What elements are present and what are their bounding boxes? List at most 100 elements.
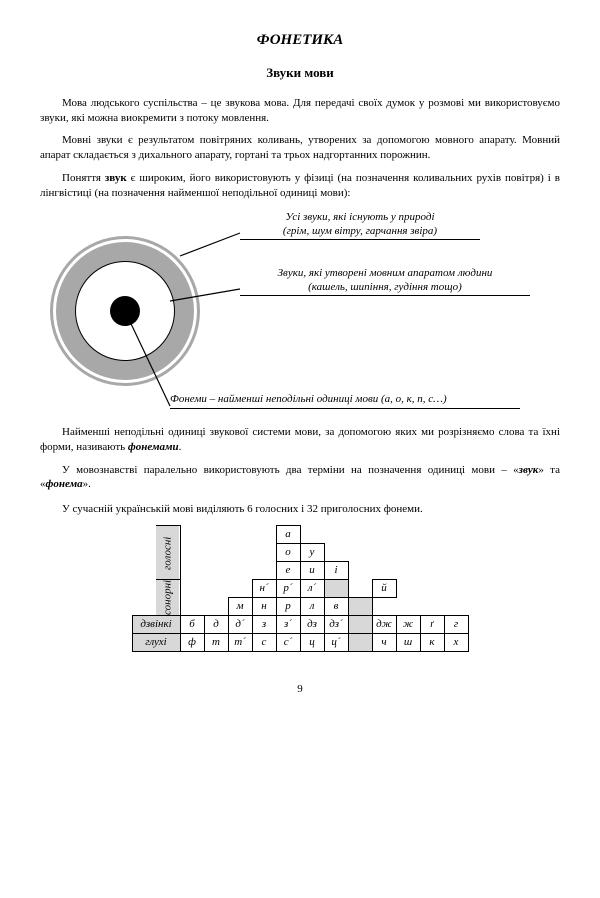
phoneme-cell: дж bbox=[372, 616, 396, 634]
phoneme-cell bbox=[180, 580, 204, 598]
phoneme-cell bbox=[372, 562, 396, 580]
table-row: еиі bbox=[132, 562, 468, 580]
phoneme-cell: ш bbox=[396, 634, 420, 652]
phoneme-cell bbox=[444, 598, 468, 616]
phoneme-cell: л´ bbox=[300, 580, 324, 598]
phoneme-cell: ф bbox=[180, 634, 204, 652]
page-number: 9 bbox=[40, 682, 560, 697]
phoneme-cell: л bbox=[300, 598, 324, 616]
annotation-middle: Звуки, які утворені мовним апаратом люди… bbox=[240, 267, 530, 297]
phoneme-cell bbox=[228, 562, 252, 580]
phoneme-cell: с bbox=[252, 634, 276, 652]
phoneme-cell bbox=[228, 544, 252, 562]
phoneme-cell: з bbox=[252, 616, 276, 634]
phoneme-cell: ґ bbox=[420, 616, 444, 634]
phoneme-cell: у bbox=[300, 544, 324, 562]
phoneme-cell bbox=[180, 562, 204, 580]
phoneme-cell bbox=[180, 544, 204, 562]
phoneme-cell bbox=[396, 544, 420, 562]
table-row: дзвінкібдд´зз´дздз´джжґг bbox=[132, 616, 468, 634]
label-vowels: голосні bbox=[156, 526, 180, 580]
phoneme-cell: з´ bbox=[276, 616, 300, 634]
label-deaf: глухі bbox=[132, 634, 180, 652]
subtitle: Звуки мови bbox=[40, 64, 560, 82]
phoneme-cell: р´ bbox=[276, 580, 300, 598]
phoneme-cell: т bbox=[204, 634, 228, 652]
phoneme-cell: в bbox=[324, 598, 348, 616]
table-row: сонорнін´р´л´й bbox=[132, 580, 468, 598]
phoneme-cell bbox=[204, 526, 228, 544]
paragraph-5: У мовознавстві паралельно використовують… bbox=[40, 463, 560, 493]
table-row: мнрлв bbox=[132, 598, 468, 616]
phoneme-cell bbox=[348, 580, 372, 598]
phoneme-cell: р bbox=[276, 598, 300, 616]
table-row: глухіфтт´сс´цц´чшкх bbox=[132, 634, 468, 652]
phoneme-cell bbox=[324, 580, 348, 598]
label-sonorant: сонорні bbox=[156, 580, 180, 616]
phoneme-cell bbox=[348, 562, 372, 580]
phoneme-cell bbox=[444, 562, 468, 580]
phoneme-cell bbox=[228, 580, 252, 598]
paragraph-2: Мовні звуки є результатом повітряних кол… bbox=[40, 133, 560, 163]
phoneme-cell: х bbox=[444, 634, 468, 652]
label-voiced: дзвінкі bbox=[132, 616, 180, 634]
table-row: голосніа bbox=[132, 526, 468, 544]
phoneme-cell: ц bbox=[300, 634, 324, 652]
phoneme-cell: дз bbox=[300, 616, 324, 634]
phoneme-cell bbox=[420, 580, 444, 598]
phoneme-cell: н´ bbox=[252, 580, 276, 598]
phoneme-cell: б bbox=[180, 616, 204, 634]
phoneme-cell bbox=[204, 580, 228, 598]
phoneme-cell: а bbox=[276, 526, 300, 544]
phoneme-cell bbox=[396, 580, 420, 598]
annotation-outer: Усі звуки, які існують у природі (грім, … bbox=[240, 211, 480, 241]
phoneme-cell: с´ bbox=[276, 634, 300, 652]
annotation-inner: Фонеми – найменші неподільні одиниці мов… bbox=[170, 393, 520, 409]
phoneme-cell bbox=[324, 544, 348, 562]
paragraph-3: Поняття звук є широким, його використову… bbox=[40, 171, 560, 201]
main-title: ФОНЕТИКА bbox=[40, 30, 560, 50]
phoneme-cell bbox=[444, 544, 468, 562]
phoneme-cell bbox=[252, 526, 276, 544]
phoneme-cell bbox=[348, 544, 372, 562]
phoneme-cell bbox=[300, 526, 324, 544]
paragraph-4: Найменші неподільні одиниці звукової сис… bbox=[40, 425, 560, 455]
phoneme-cell: дз´ bbox=[324, 616, 348, 634]
phoneme-cell bbox=[348, 526, 372, 544]
phoneme-cell: д´ bbox=[228, 616, 252, 634]
phoneme-cell bbox=[420, 598, 444, 616]
phoneme-cell bbox=[372, 598, 396, 616]
phoneme-cell bbox=[420, 544, 444, 562]
phoneme-cell bbox=[180, 526, 204, 544]
phoneme-cell bbox=[420, 526, 444, 544]
phoneme-cell bbox=[420, 562, 444, 580]
phoneme-cell bbox=[372, 526, 396, 544]
phoneme-cell bbox=[348, 634, 372, 652]
diagram-connectors bbox=[40, 211, 560, 411]
phoneme-cell bbox=[204, 544, 228, 562]
phoneme-cell bbox=[180, 598, 204, 616]
sounds-diagram: Усі звуки, які існують у природі (грім, … bbox=[40, 211, 560, 411]
phoneme-cell bbox=[252, 562, 276, 580]
phoneme-cell bbox=[444, 526, 468, 544]
phoneme-cell: і bbox=[324, 562, 348, 580]
phoneme-cell: ч bbox=[372, 634, 396, 652]
phoneme-cell: й bbox=[372, 580, 396, 598]
paragraph-6: У сучасній українській мові виділяють 6 … bbox=[40, 502, 560, 517]
phoneme-cell: о bbox=[276, 544, 300, 562]
phoneme-cell bbox=[204, 598, 228, 616]
phoneme-cell bbox=[396, 598, 420, 616]
phoneme-cell bbox=[444, 580, 468, 598]
phoneme-cell: т´ bbox=[228, 634, 252, 652]
phoneme-cell bbox=[348, 598, 372, 616]
phoneme-cell bbox=[396, 526, 420, 544]
phoneme-cell bbox=[396, 562, 420, 580]
phoneme-cell: ц´ bbox=[324, 634, 348, 652]
phoneme-cell: и bbox=[300, 562, 324, 580]
phoneme-cell bbox=[348, 616, 372, 634]
phoneme-cell: д bbox=[204, 616, 228, 634]
table-row: оу bbox=[132, 544, 468, 562]
paragraph-1: Мова людського суспільства – це звукова … bbox=[40, 96, 560, 126]
phoneme-cell bbox=[228, 526, 252, 544]
phoneme-cell bbox=[324, 526, 348, 544]
